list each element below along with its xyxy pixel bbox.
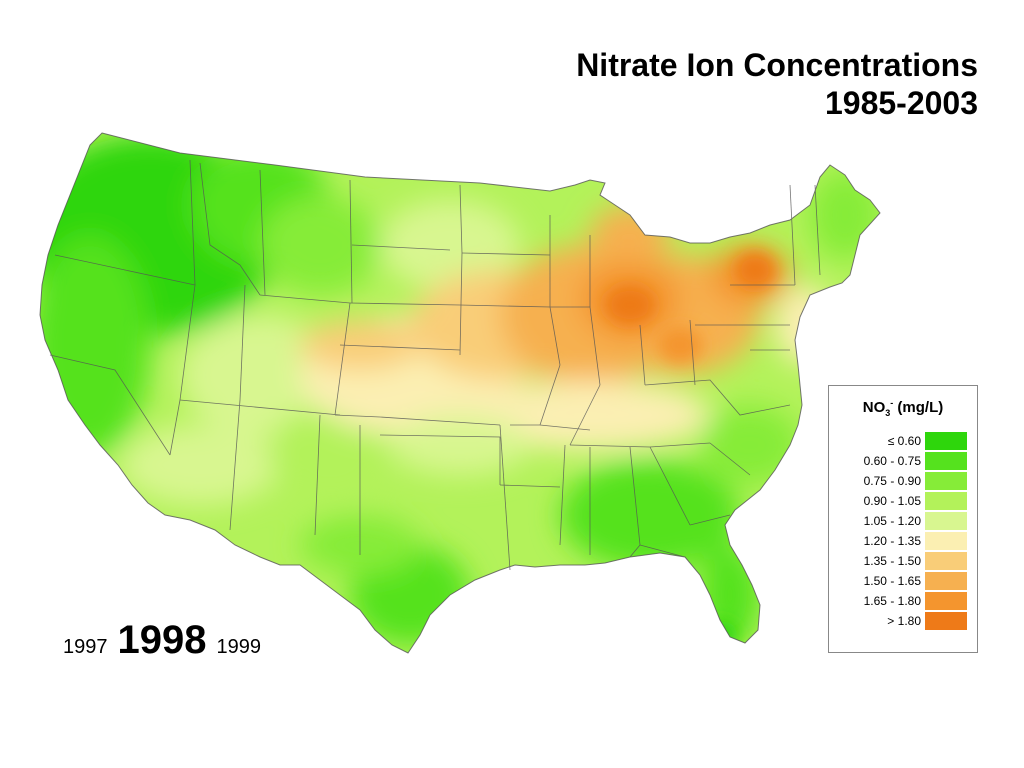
legend-item-label: ≤ 0.60 [887,434,921,448]
legend-item: 1.50 - 1.65 [829,571,979,591]
legend-item-label: 1.05 - 1.20 [863,514,921,528]
legend-item-label: 0.60 - 0.75 [863,454,921,468]
legend-item-label: 1.35 - 1.50 [863,554,921,568]
concentration-surface [40,133,880,653]
legend-item-swatch [925,572,967,590]
title-line-1: Nitrate Ion Concentrations [576,47,978,83]
legend-item-swatch [925,552,967,570]
year-navigator: 1997 1998 1999 [63,618,261,668]
legend-item-label: 0.75 - 0.90 [863,474,921,488]
legend-item-swatch [925,592,967,610]
legend-item-swatch [925,472,967,490]
legend-item-label: 1.65 - 1.80 [863,594,921,608]
legend-item: 0.75 - 0.90 [829,471,979,491]
legend-title: NO3- (mg/L) [829,398,977,418]
next-year-link[interactable]: 1999 [216,636,261,658]
previous-year-link[interactable]: 1997 [63,636,108,658]
current-year: 1998 [117,618,207,662]
map-title: Nitrate Ion Concentrations 1985-2003 [576,46,978,122]
us-nitrate-map [30,125,890,665]
legend-item: 0.60 - 0.75 [829,451,979,471]
legend-title-subscript: 3 [885,408,891,418]
legend-item: 1.20 - 1.35 [829,531,979,551]
legend-item: ≤ 0.60 [829,431,979,451]
legend-item-swatch [925,452,967,470]
legend-item-swatch [925,612,967,630]
legend-item: 1.65 - 1.80 [829,591,979,611]
legend-item: > 1.80 [829,611,979,631]
legend-item-label: 0.90 - 1.05 [863,494,921,508]
legend-item-swatch [925,432,967,450]
color-legend: NO3- (mg/L) ≤ 0.60 0.60 - 0.75 0.75 - 0.… [828,385,978,653]
legend-item-swatch [925,512,967,530]
legend-item: 0.90 - 1.05 [829,491,979,511]
legend-item: 1.05 - 1.20 [829,511,979,531]
legend-title-unit: (mg/L) [897,399,944,416]
legend-item-label: 1.20 - 1.35 [863,534,921,548]
legend-title-species: NO [862,399,886,416]
legend-item-swatch [925,532,967,550]
legend-title-superscript: - [890,398,894,408]
legend-item-label: 1.50 - 1.65 [863,574,921,588]
legend-item-swatch [925,492,967,510]
legend-item-label: > 1.80 [887,614,921,628]
title-line-2: 1985-2003 [824,85,978,121]
legend-item: 1.35 - 1.50 [829,551,979,571]
state-boundaries [39,132,881,654]
